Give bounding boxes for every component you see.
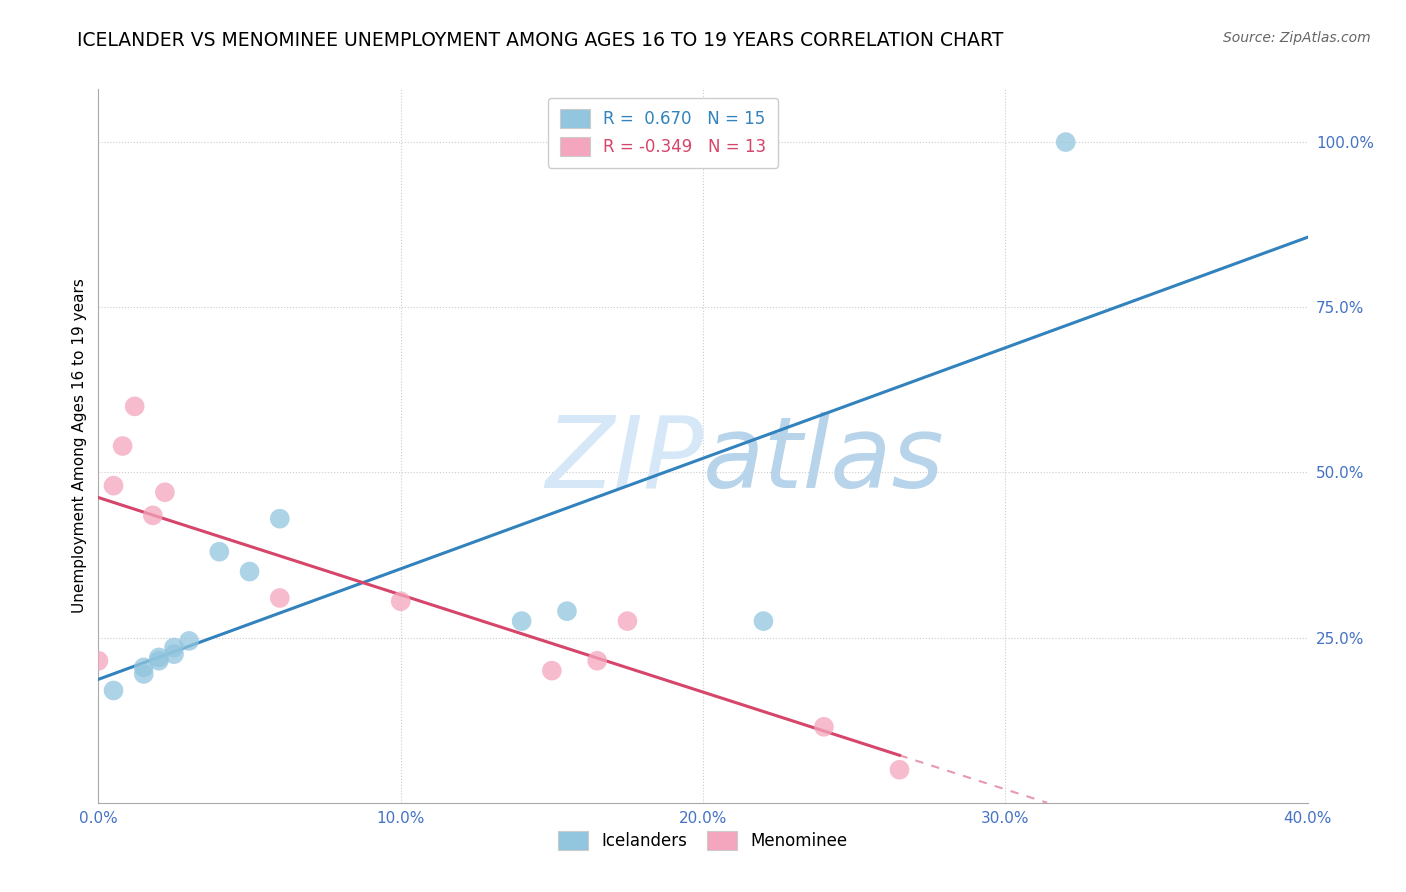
Point — [153, 485, 176, 500]
Point — [103, 683, 125, 698]
Point — [269, 591, 291, 605]
Point — [269, 511, 291, 525]
Text: ZIP: ZIP — [544, 412, 703, 508]
Point — [208, 545, 231, 559]
Point — [163, 640, 186, 655]
Point — [239, 565, 262, 579]
Point — [889, 763, 911, 777]
Text: atlas: atlas — [703, 412, 945, 508]
Y-axis label: Unemployment Among Ages 16 to 19 years: Unemployment Among Ages 16 to 19 years — [72, 278, 87, 614]
Point — [752, 614, 775, 628]
Text: ICELANDER VS MENOMINEE UNEMPLOYMENT AMONG AGES 16 TO 19 YEARS CORRELATION CHART: ICELANDER VS MENOMINEE UNEMPLOYMENT AMON… — [77, 31, 1004, 50]
Point — [1054, 135, 1077, 149]
Point — [813, 720, 835, 734]
Point — [163, 647, 186, 661]
Point — [586, 654, 609, 668]
Point — [124, 400, 146, 414]
Point — [132, 660, 155, 674]
Point — [555, 604, 578, 618]
Point — [616, 614, 638, 628]
Point — [142, 508, 165, 523]
Point — [132, 667, 155, 681]
Point — [111, 439, 134, 453]
Point — [148, 650, 170, 665]
Point — [540, 664, 562, 678]
Legend: Icelanders, Menominee: Icelanders, Menominee — [550, 822, 856, 859]
Text: Source: ZipAtlas.com: Source: ZipAtlas.com — [1223, 31, 1371, 45]
Point — [389, 594, 412, 608]
Point — [87, 654, 110, 668]
Point — [103, 478, 125, 492]
Point — [179, 634, 201, 648]
Point — [148, 654, 170, 668]
Point — [510, 614, 533, 628]
